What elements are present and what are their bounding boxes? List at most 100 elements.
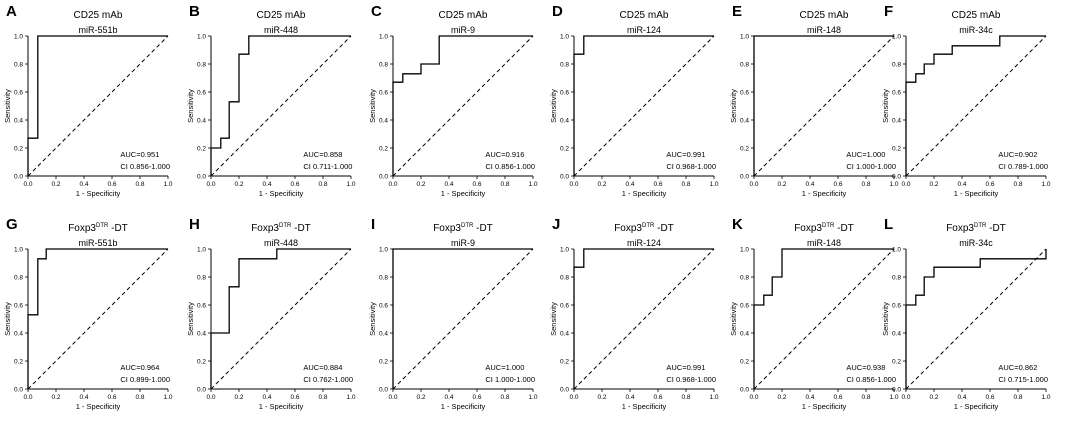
chart-h-y-tick-label: 0.6 (197, 302, 206, 309)
chart-i-x-tick-label: 0.8 (500, 394, 509, 401)
chart-l-panel-letter: L (884, 216, 893, 233)
chart-f-y-tick-label: 0.2 (892, 145, 901, 152)
chart-k-y-tick-label: 1.0 (740, 246, 749, 253)
chart-h-y-tick-label: 0.0 (197, 386, 206, 393)
chart-k-auc-label: AUC=0.938 (846, 363, 885, 372)
chart-i-subtitle: miR-9 (451, 238, 475, 248)
chart-j-panel-letter: J (552, 216, 560, 233)
chart-l-reference-line (905, 248, 1047, 390)
chart-h-subtitle: miR-448 (264, 238, 298, 248)
chart-h-x-tick-label: 0.0 (206, 394, 215, 401)
chart-c-panel-letter: C (371, 3, 382, 20)
chart-i-y-axis-label: Sensitivity (368, 302, 377, 336)
chart-i-x-axis-label: 1 - Specificity (441, 402, 486, 411)
chart-j-x-tick-label: 1.0 (709, 394, 718, 401)
chart-i-reference-line (392, 248, 534, 390)
chart-f-x-tick-label: 1.0 (1041, 181, 1050, 188)
chart-g-reference-line (27, 248, 169, 390)
chart-a-title-main: CD25 mAb (74, 10, 123, 21)
chart-b-x-tick-label: 0.0 (206, 181, 215, 188)
chart-f-x-tick-label: 0.0 (901, 181, 910, 188)
chart-a-reference-line (27, 35, 169, 177)
chart-i-title: Foxp3DTR -DT (433, 223, 493, 234)
chart-l-y-axis-label: Sensitivity (881, 302, 890, 336)
chart-g-panel: G Foxp3DTR -DT miR-551b 0.00.0 0.2 0.2 0.4 0.4 0… (3, 216, 173, 411)
chart-a-subtitle: miR-551b (78, 25, 117, 35)
chart-e-x-tick-label: 1.0 (889, 181, 898, 188)
chart-l-x-tick-label: 0.0 (901, 394, 910, 401)
chart-d-x-tick-label: 0.4 (625, 181, 634, 188)
chart-b-title: CD25 mAb (257, 10, 306, 21)
chart-a-x-tick-label: 0.8 (135, 181, 144, 188)
chart-k-title-suffix: -DT (834, 223, 853, 234)
chart-k-y-tick-label: 0.8 (740, 274, 749, 281)
chart-g-x-tick-label: 0.2 (51, 394, 60, 401)
chart-c-roc-curve (392, 35, 533, 176)
chart-j-x-tick-label: 0.4 (625, 394, 634, 401)
chart-k-y-axis-label: Sensitivity (729, 302, 738, 336)
chart-k-title-main: Foxp3 (794, 223, 822, 234)
chart-b-y-axis-label: Sensitivity (186, 89, 195, 123)
chart-g-y-tick-label: 1.0 (14, 246, 23, 253)
chart-h-y-tick-label: 0.8 (197, 274, 206, 281)
chart-c-title: CD25 mAb (439, 10, 488, 21)
chart-d-x-axis-label: 1 - Specificity (622, 189, 667, 198)
chart-a-title: CD25 mAb (74, 10, 123, 21)
chart-f-subtitle: miR-34c (959, 25, 993, 35)
chart-f-reference-line (905, 35, 1047, 177)
chart-k-y-tick-label: 0.4 (740, 330, 749, 337)
chart-f-x-axis-label: 1 - Specificity (954, 189, 999, 198)
chart-b-reference-line (210, 35, 352, 177)
chart-i-x-tick-label: 0.4 (444, 394, 453, 401)
chart-e-y-tick-label: 0.2 (740, 145, 749, 152)
chart-h-x-tick-label: 0.4 (262, 394, 271, 401)
chart-c-y-axis-label: Sensitivity (368, 89, 377, 123)
chart-a-x-tick-label: 0.0 (23, 181, 32, 188)
chart-a-y-tick-label: 0.2 (14, 145, 23, 152)
chart-k-title: Foxp3DTR -DT (794, 223, 854, 234)
chart-c-panel: C CD25 mAb miR-9 0.00.0 0.2 0.2 0.4 0.4 0.6 0.6 0.… (368, 3, 538, 198)
chart-l-ci-label: CI 0.715-1.000 (998, 375, 1048, 384)
chart-c-auc-label: AUC=0.916 (485, 150, 524, 159)
chart-l-title-suffix: -DT (986, 223, 1005, 234)
chart-h-title-sup: DTR (279, 223, 292, 229)
chart-e-subtitle: miR-148 (807, 25, 841, 35)
chart-f-title: CD25 mAb (952, 10, 1001, 21)
chart-g-title-main: Foxp3 (68, 223, 96, 234)
chart-a-auc-label: AUC=0.951 (120, 150, 159, 159)
chart-e-ci-label: CI 1.000-1.000 (846, 162, 896, 171)
chart-k-ci-label: CI 0.856-1.000 (846, 375, 896, 384)
chart-d-y-tick-label: 0.4 (560, 117, 569, 124)
chart-e-x-tick-label: 0.6 (833, 181, 842, 188)
chart-k-x-axis-label: 1 - Specificity (802, 402, 847, 411)
chart-l-roc-curve (905, 249, 1047, 389)
chart-j-y-tick-label: 0.0 (560, 386, 569, 393)
chart-g-x-tick-label: 0.0 (23, 394, 32, 401)
chart-b-y-tick-label: 0.4 (197, 117, 206, 124)
chart-b-y-tick-label: 1.0 (197, 33, 206, 40)
chart-j-y-axis-label: Sensitivity (549, 302, 558, 336)
chart-j-y-tick-label: 0.2 (560, 358, 569, 365)
chart-b-x-tick-label: 0.4 (262, 181, 271, 188)
chart-d-reference-line (573, 35, 715, 177)
chart-f-roc-curve (905, 35, 1046, 176)
chart-e-x-tick-label: 0.8 (861, 181, 870, 188)
chart-k-title-sup: DTR (822, 223, 835, 229)
chart-k-y-tick-label: 0.0 (740, 386, 749, 393)
chart-e-y-tick-label: 1.0 (740, 33, 749, 40)
chart-f-title-main: CD25 mAb (952, 10, 1001, 21)
chart-l-y-tick-label: 0.0 (892, 386, 901, 393)
chart-b-x-axis-label: 1 - Specificity (259, 189, 304, 198)
chart-a-panel-letter: A (6, 3, 17, 20)
chart-b-roc-curve (210, 35, 351, 176)
chart-l-title-main: Foxp3 (946, 223, 974, 234)
chart-g-subtitle: miR-551b (78, 238, 117, 248)
chart-b-auc-label: AUC=0.858 (303, 150, 342, 159)
chart-e-title: CD25 mAb (800, 10, 849, 21)
chart-a-x-tick-label: 0.4 (79, 181, 88, 188)
chart-g-title-sup: DTR (96, 223, 109, 229)
chart-h-title-main: Foxp3 (251, 223, 279, 234)
chart-l-y-tick-label: 0.8 (892, 274, 901, 281)
chart-d-title: CD25 mAb (620, 10, 669, 21)
chart-f-x-tick-label: 0.8 (1013, 181, 1022, 188)
